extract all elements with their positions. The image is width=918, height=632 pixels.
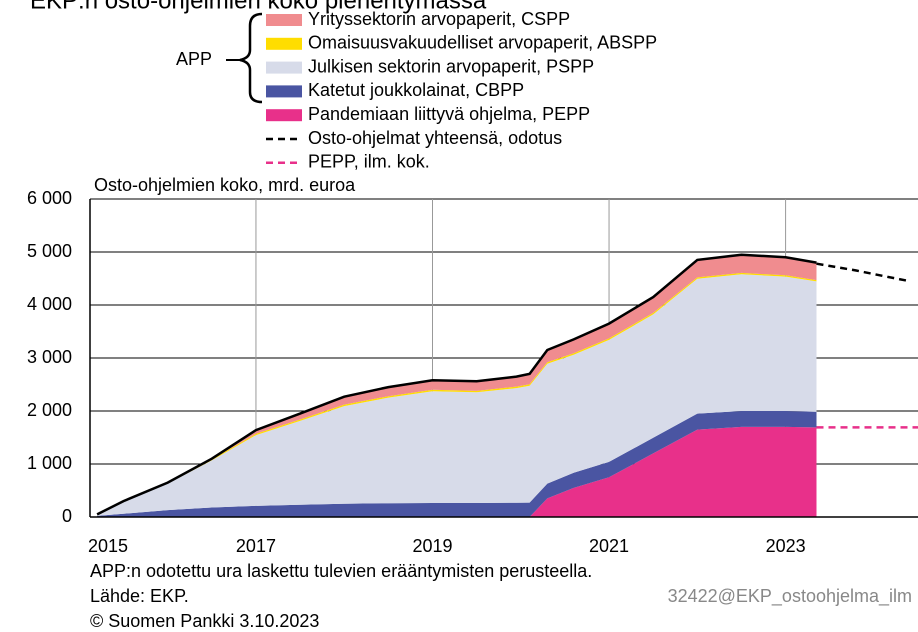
area <box>97 426 817 517</box>
x-tick-label: 2021 <box>589 536 629 556</box>
copyright: © Suomen Pankki 3.10.2023 <box>90 611 319 631</box>
area <box>97 274 817 516</box>
legend-label: Pandemiaan liittyvä ohjelma, PEPP <box>308 104 590 124</box>
chart-title: EKP:n osto-ohjelmien koko pienentymässä <box>30 0 487 14</box>
y-tick-label: 4 000 <box>27 294 72 314</box>
legend-label: Yrityssektorin arvopaperit, CSPP <box>308 9 570 29</box>
y-tick-label: 3 000 <box>27 347 72 367</box>
legend-label: PEPP, ilm. kok. <box>308 152 430 172</box>
legend-swatch <box>266 37 302 50</box>
legend-label: Julkisen sektorin arvopaperit, PSPP <box>308 56 594 76</box>
chart-code: 32422@EKP_ostoohjelma_ilm <box>668 586 912 607</box>
x-tick-label: 2023 <box>766 536 806 556</box>
legend-label: Katetut joukkolainat, CBPP <box>308 80 524 100</box>
legend-swatch <box>266 109 302 122</box>
legend-swatch <box>266 14 302 26</box>
y-tick-label: 2 000 <box>27 400 72 420</box>
legend-label: Osto-ohjelmat yhteensä, odotus <box>308 128 562 148</box>
legend-label: Omaisuusvakuudelliset arvopaperit, ABSPP <box>308 33 657 53</box>
x-tick-label: 2019 <box>412 536 452 556</box>
y-tick-label: 1 000 <box>27 453 72 473</box>
forecast-line <box>816 262 910 283</box>
area <box>97 411 817 517</box>
legend-swatch <box>266 85 302 98</box>
note: APP:n odotettu ura laskettu tulevien erä… <box>90 561 592 581</box>
total-outline <box>96 253 817 516</box>
group-brace <box>239 12 263 104</box>
area <box>97 254 817 515</box>
legend-swatch <box>266 61 302 74</box>
x-tick-label: 2015 <box>88 536 128 556</box>
y-tick-label: 0 <box>62 506 72 526</box>
y-axis-label: Osto-ohjelmien koko, mrd. euroa <box>94 175 356 195</box>
group-label: APP <box>176 49 212 69</box>
y-tick-label: 6 000 <box>27 188 72 208</box>
source: Lähde: EKP. <box>90 586 189 606</box>
x-tick-label: 2017 <box>236 536 276 556</box>
y-tick-label: 5 000 <box>27 241 72 261</box>
